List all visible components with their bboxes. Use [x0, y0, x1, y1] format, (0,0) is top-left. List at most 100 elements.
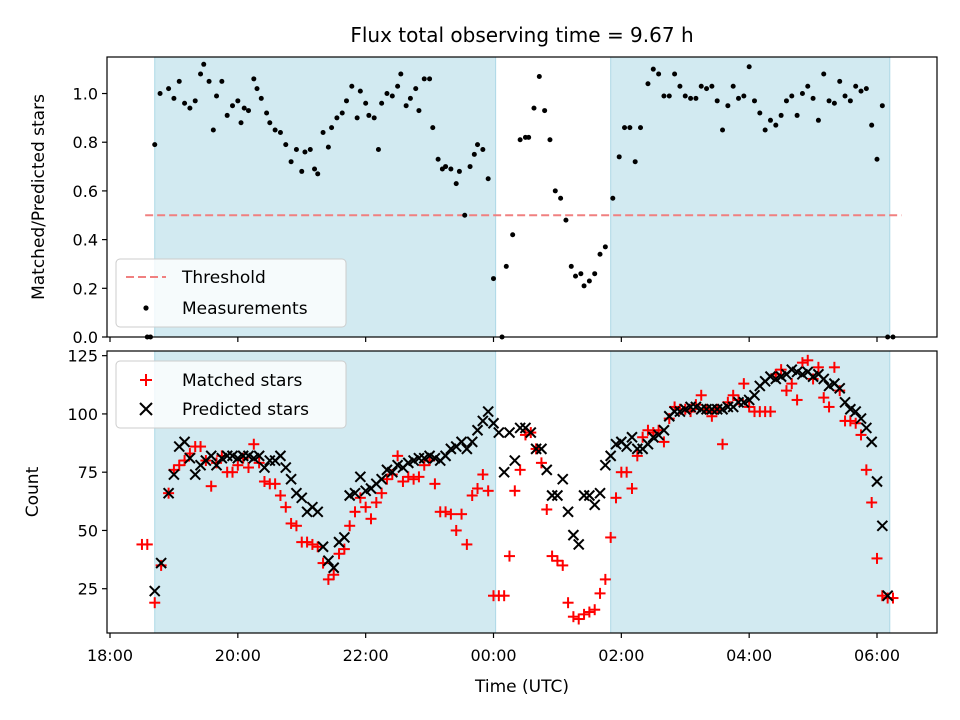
measurement-point — [853, 83, 859, 89]
measurement-point — [746, 64, 752, 70]
measurement-point — [805, 83, 811, 89]
bottom-legend-box — [115, 360, 347, 429]
predicted-star-point — [626, 431, 638, 443]
predicted-star-point — [487, 417, 500, 429]
measurement-point — [837, 78, 843, 84]
matched-star-point — [280, 501, 292, 513]
measurement-point — [398, 71, 404, 77]
top-plot-frame — [106, 56, 938, 338]
measurement-point — [413, 86, 419, 92]
predicted-star-point — [541, 464, 553, 476]
measurement-point — [767, 117, 773, 123]
predicted-star-point — [881, 590, 894, 602]
x-tick-label: 22:00 — [343, 646, 389, 665]
matched-star-point — [149, 597, 161, 609]
matched-star-point — [328, 569, 340, 581]
measurement-points — [144, 61, 896, 340]
measurement-point — [542, 108, 548, 114]
measurement-point — [302, 149, 308, 155]
predicted-star-point — [493, 426, 505, 439]
measurement-point — [698, 83, 704, 89]
legend-measurements-swatch — [143, 305, 149, 311]
measurement-point — [531, 105, 537, 111]
predicted-star-point — [578, 489, 590, 502]
measurement-point — [366, 112, 372, 118]
measurement-point — [241, 105, 247, 111]
measurement-point — [794, 112, 800, 118]
measurement-point — [171, 95, 177, 101]
matched-star-point — [876, 590, 888, 602]
legend-matched-swatch — [140, 374, 152, 386]
matched-star-point — [242, 462, 254, 474]
matched-star-point — [141, 538, 153, 550]
legend-predicted-swatch — [139, 402, 153, 416]
measurement-point — [672, 71, 678, 77]
predicted-star-point — [349, 487, 361, 499]
measurement-point — [354, 115, 360, 121]
predicted-star-point — [567, 529, 580, 541]
measurement-point — [757, 110, 763, 116]
measurement-point — [656, 71, 662, 77]
measurement-point — [517, 137, 523, 143]
measurement-point — [627, 125, 633, 131]
matched-star-point — [866, 496, 878, 508]
measurement-point — [349, 83, 355, 89]
legend-predicted-label: Predicted stars — [182, 400, 309, 420]
predicted-star-point — [439, 450, 452, 462]
matched-star-point — [195, 441, 207, 453]
measurement-point — [448, 166, 454, 172]
matched-star-point — [626, 483, 638, 495]
measurement-point — [471, 151, 477, 157]
matched-star-point — [535, 457, 547, 469]
predicted-star-point — [604, 450, 617, 462]
measurement-point — [638, 125, 644, 131]
measurement-point — [751, 98, 757, 104]
measurement-point — [407, 95, 413, 101]
top-legend: Threshold Measurements — [115, 258, 347, 328]
matched-star-point — [823, 401, 835, 413]
x-axis-label: Time (UTC) — [474, 677, 569, 697]
measurement-point — [573, 273, 579, 279]
measurement-point — [810, 95, 816, 101]
measurement-point — [307, 147, 313, 153]
measurement-point — [503, 263, 509, 269]
top-y-axis-ticks: 0.0 0.2 0.4 0.6 0.8 1.0 — [73, 85, 107, 347]
matched-star-point — [338, 543, 350, 555]
predicted-star-point — [155, 557, 167, 569]
measurement-point — [586, 278, 592, 284]
predicted-star-point — [328, 562, 340, 574]
measurement-point — [510, 232, 516, 238]
matched-star-point — [408, 473, 420, 485]
measurement-point — [485, 176, 491, 182]
measurement-point — [329, 125, 335, 131]
measurement-point — [480, 147, 486, 153]
measurement-point — [389, 93, 395, 99]
matched-star-point — [855, 429, 867, 441]
matched-star-point — [248, 438, 260, 450]
measurement-point — [693, 95, 699, 101]
matched-star-point — [258, 476, 270, 488]
measurement-point — [826, 98, 832, 104]
matched-star-point — [285, 517, 297, 529]
measurement-point — [602, 244, 608, 250]
matched-star-point — [791, 394, 803, 406]
bottom-legend: Matched stars Predicted stars — [115, 360, 347, 429]
measurement-point — [320, 129, 326, 135]
matched-star-point — [717, 438, 729, 450]
matched-star-point — [599, 573, 611, 585]
predicted-star-point — [189, 468, 201, 481]
matched-star-point — [450, 524, 462, 536]
measurement-point — [312, 166, 318, 172]
matched-star-point — [413, 471, 425, 483]
matched-star-point — [818, 392, 830, 404]
predicted-star-point — [312, 506, 324, 518]
bottom-panel: 25 50 75 100 125 18:00 20:00 22:00 00:00 02:00 04… — [23, 347, 938, 697]
predicted-star-point — [477, 415, 489, 427]
measurement-point — [293, 147, 299, 153]
top-x-axis-ticks — [109, 337, 878, 342]
predicted-star-point — [274, 450, 287, 462]
predicted-star-point — [551, 489, 564, 502]
bottom-y-axis-label: Count — [23, 466, 43, 517]
measurement-point — [224, 112, 230, 118]
y-tick-label: 100 — [67, 405, 98, 424]
